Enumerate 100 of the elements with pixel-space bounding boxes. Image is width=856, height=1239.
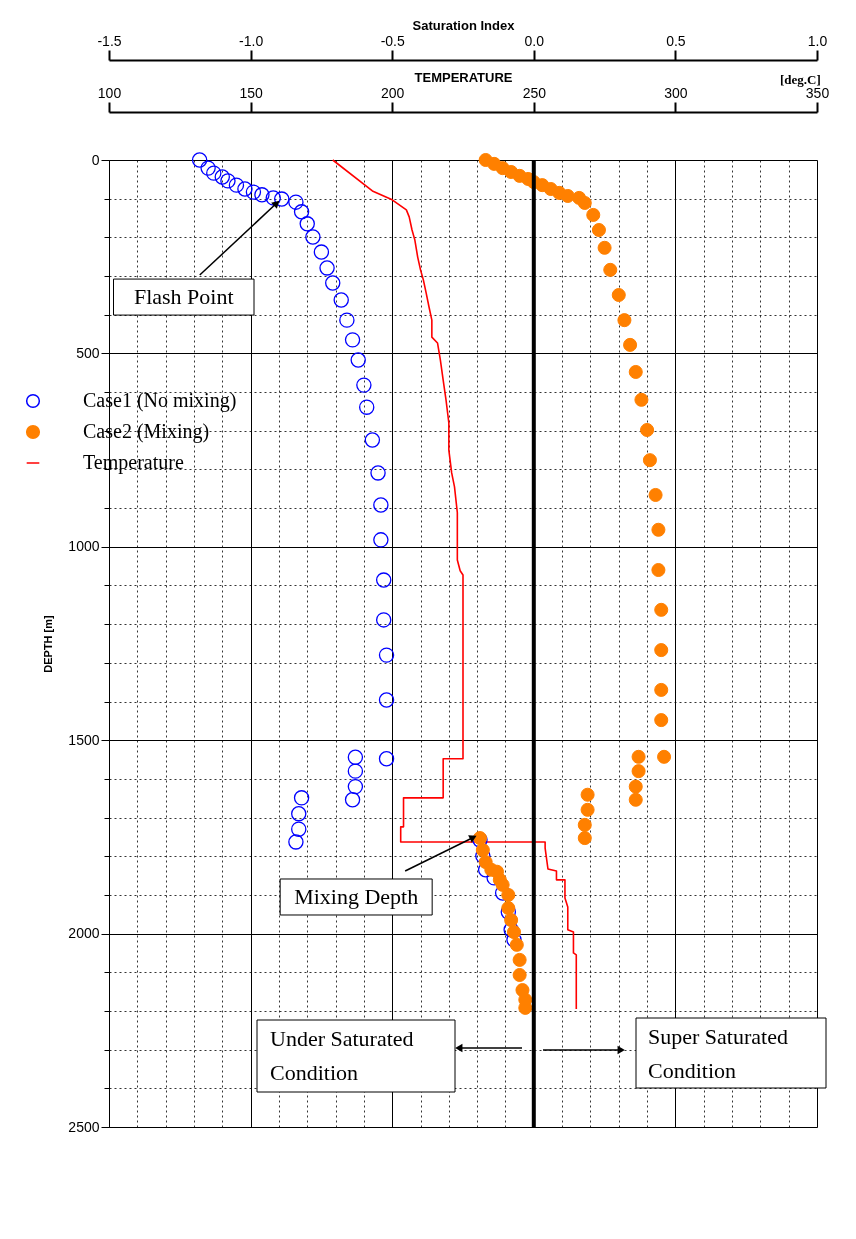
point [648,487,663,502]
point [293,790,310,806]
point [628,779,643,794]
x-tick-label: 0.5 [666,32,686,49]
annotation: Super Saturated Condition [648,1024,788,1083]
point [344,792,361,808]
point [577,831,592,846]
point [651,522,666,537]
point [265,190,281,206]
point [245,184,262,200]
point [293,204,310,220]
point [373,532,389,548]
y-tick-label: 2500 [68,1118,100,1135]
point [254,187,270,203]
point [597,240,612,255]
point [291,821,307,837]
point [378,751,395,767]
point [375,572,392,588]
point [319,260,335,276]
point [370,465,386,481]
x2-tick-label: 200 [381,84,405,101]
point [378,647,395,663]
point [654,602,669,617]
x2-axis-title: TEMPERATURE [414,69,513,85]
point [228,177,245,193]
point [642,453,657,468]
point [501,901,516,916]
point [586,207,601,222]
point [512,967,527,982]
point [350,352,366,368]
annotation: Under Saturated Condition [270,1026,414,1085]
point [631,764,646,779]
x-tick-label: -1.5 [97,32,122,49]
annotation: Mixing Depth [294,883,419,909]
x2-tick-label: 100 [97,84,122,101]
y-tick-label: 0 [91,151,100,168]
x-axis-title: Saturation Index [412,17,516,33]
point [560,188,575,203]
point [191,152,208,168]
y-tick-label: 500 [76,344,100,361]
point [654,643,669,658]
point [628,364,643,379]
point [640,422,655,437]
point [495,877,510,892]
point [504,913,519,928]
point [501,887,516,902]
point [580,802,595,817]
point [237,181,253,197]
point [631,749,646,764]
point [364,432,381,448]
x-tick-label: 0.0 [524,32,545,49]
point [623,337,638,352]
point [299,216,315,232]
point [654,713,669,728]
point [591,223,606,238]
x2-tick-label: 150 [239,84,263,101]
x2-tick-label: 250 [522,84,547,101]
point [313,244,330,260]
point [611,287,626,302]
point [339,312,355,328]
x-tick-label: -1.0 [239,32,264,49]
point [288,194,304,210]
point [291,805,307,822]
point [654,682,669,697]
point [577,817,592,832]
point [617,313,632,328]
point [509,937,524,952]
y-axis-title: DEPTH [m] [42,614,55,673]
point [512,952,527,967]
point [347,778,364,795]
point [628,792,643,807]
point [375,612,392,628]
point [347,763,364,779]
y-tick-label: 1000 [68,538,100,555]
point [580,787,595,802]
point [373,497,389,513]
text: [deg.C] [780,72,821,87]
point [206,165,222,181]
point [288,834,304,850]
point [325,275,341,291]
x-tick-label: -0.5 [380,32,405,49]
point [651,563,666,578]
point [344,332,361,348]
point [274,191,290,207]
y-tick-label: 1500 [68,731,100,748]
point [214,169,230,185]
point [475,843,490,858]
x2-tick-label: 300 [664,84,688,101]
y-tick-label: 2000 [68,925,100,942]
x-tick-label: 1.0 [807,32,828,49]
point [347,749,364,765]
point [378,692,395,708]
point [356,377,372,393]
point [657,749,672,764]
point [200,160,216,176]
point [577,195,592,210]
point [634,392,649,407]
point [220,173,236,189]
point [603,262,618,277]
point [358,399,375,415]
